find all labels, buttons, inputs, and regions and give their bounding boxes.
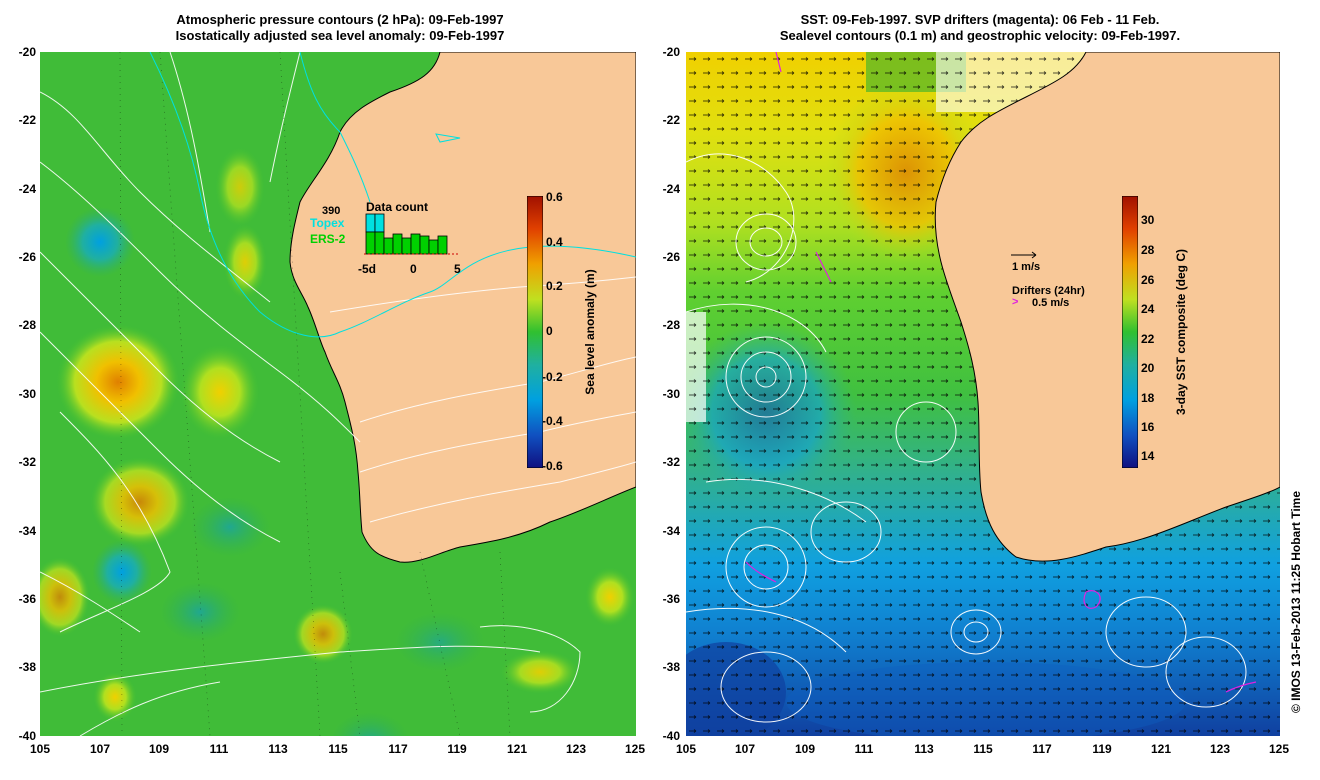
inset-x-tick: -5d: [358, 262, 376, 276]
right-x-tick: 119: [1092, 742, 1112, 756]
right-y-tick: -38: [662, 660, 680, 674]
drifters-scale: 0.5 m/s: [1032, 297, 1070, 309]
left-y-tick: -26: [18, 250, 36, 264]
left-x-tick: 119: [447, 742, 467, 756]
left-y-tick: -34: [18, 524, 36, 538]
right-cb-tick: 20: [1141, 361, 1155, 375]
right-x-tick: 123: [1209, 742, 1231, 756]
right-y-tick: -24: [662, 182, 680, 196]
left-x-tick: 109: [148, 742, 170, 756]
left-y-tick: -40: [18, 729, 36, 743]
left-x-tick: 105: [29, 742, 51, 756]
left-colorbar: [527, 196, 543, 468]
left-y-tick: -24: [18, 182, 36, 196]
right-x-tick: 115: [973, 742, 993, 756]
credit-text: © IMOS 13-Feb-2013 11:25 Hobart Time: [1289, 490, 1303, 714]
left-y-tick: -32: [18, 455, 36, 469]
right-cb-tick: 22: [1141, 332, 1155, 346]
left-cb-tick: 0.4: [546, 235, 563, 249]
right-x-tick: 107: [734, 742, 756, 756]
left-x-tick: 113: [268, 742, 288, 756]
left-x-tick: 117: [388, 742, 408, 756]
left-x-tick: 111: [209, 742, 229, 756]
left-x-tick: 115: [328, 742, 348, 756]
left-title-line2: Isostatically adjusted sea level anomaly…: [175, 28, 505, 43]
left-colorbar-label: Sea level anomaly (m): [583, 269, 597, 395]
left-cb-tick: -0.6: [542, 459, 563, 473]
right-y-tick: -34: [662, 524, 680, 538]
right-title-line1: SST: 09-Feb-1997. SVP drifters (magenta)…: [800, 12, 1160, 27]
right-cb-tick: 26: [1141, 273, 1155, 287]
left-y-tick: -20: [18, 45, 36, 59]
right-x-tick: 121: [1150, 742, 1172, 756]
inset-x-tick: 0: [410, 262, 417, 276]
inset-histogram: [364, 213, 458, 255]
right-title-line2: Sealevel contours (0.1 m) and geostrophi…: [779, 28, 1181, 43]
left-x-tick: 121: [506, 742, 528, 756]
left-y-tick: -28: [18, 318, 36, 332]
right-y-tick: -40: [662, 729, 680, 743]
left-cb-tick: 0.2: [546, 279, 563, 293]
right-y-tick: -26: [662, 250, 680, 264]
right-map: [686, 52, 1280, 736]
left-y-tick: -22: [18, 113, 36, 127]
left-x-tick: 123: [565, 742, 587, 756]
right-y-tick: -22: [662, 113, 680, 127]
right-x-tick: 125: [1268, 742, 1290, 756]
left-map: [40, 52, 636, 736]
left-cb-tick: 0: [546, 324, 553, 338]
left-x-tick: 125: [624, 742, 646, 756]
inset-ers-label: ERS-2: [310, 232, 346, 246]
right-colorbar-label: 3-day SST composite (deg C): [1174, 248, 1188, 416]
right-x-tick: 117: [1032, 742, 1052, 756]
right-cb-tick: 30: [1141, 213, 1155, 227]
right-cb-tick: 18: [1141, 391, 1155, 405]
right-x-tick: 109: [794, 742, 816, 756]
right-x-tick: 105: [675, 742, 697, 756]
right-cb-tick: 16: [1141, 420, 1155, 434]
right-y-tick: -32: [662, 455, 680, 469]
inset-topex-label: Topex: [310, 216, 345, 230]
inset-x-tick: 5: [454, 262, 461, 276]
inset-count: 390: [322, 205, 341, 217]
left-y-tick: -30: [18, 387, 36, 401]
right-y-tick: -28: [662, 318, 680, 332]
inset-title: Data count: [366, 200, 429, 214]
right-cb-tick: 28: [1141, 243, 1155, 257]
right-x-tick: 113: [914, 742, 934, 756]
left-x-tick: 107: [89, 742, 111, 756]
velocity-scale-arrow: [1011, 251, 1037, 259]
left-y-tick: -38: [18, 660, 36, 674]
right-cb-tick: 24: [1141, 302, 1155, 316]
drifter-scale-icon: >: [1012, 296, 1019, 308]
right-y-tick: -36: [662, 592, 680, 606]
drifters-label: Drifters (24hr): [1012, 285, 1085, 297]
left-title-line1: Atmospheric pressure contours (2 hPa): 0…: [176, 12, 504, 27]
right-y-tick: -30: [662, 387, 680, 401]
left-cb-tick: -0.4: [542, 414, 563, 428]
left-cb-tick: 0.6: [546, 190, 563, 204]
velocity-scale-label: 1 m/s: [1012, 261, 1041, 273]
right-colorbar: [1122, 196, 1138, 468]
left-y-tick: -36: [18, 592, 36, 606]
right-cb-tick: 14: [1141, 449, 1155, 463]
right-x-tick: 111: [854, 742, 874, 756]
right-y-tick: -20: [662, 45, 680, 59]
left-cb-tick: -0.2: [542, 370, 563, 384]
